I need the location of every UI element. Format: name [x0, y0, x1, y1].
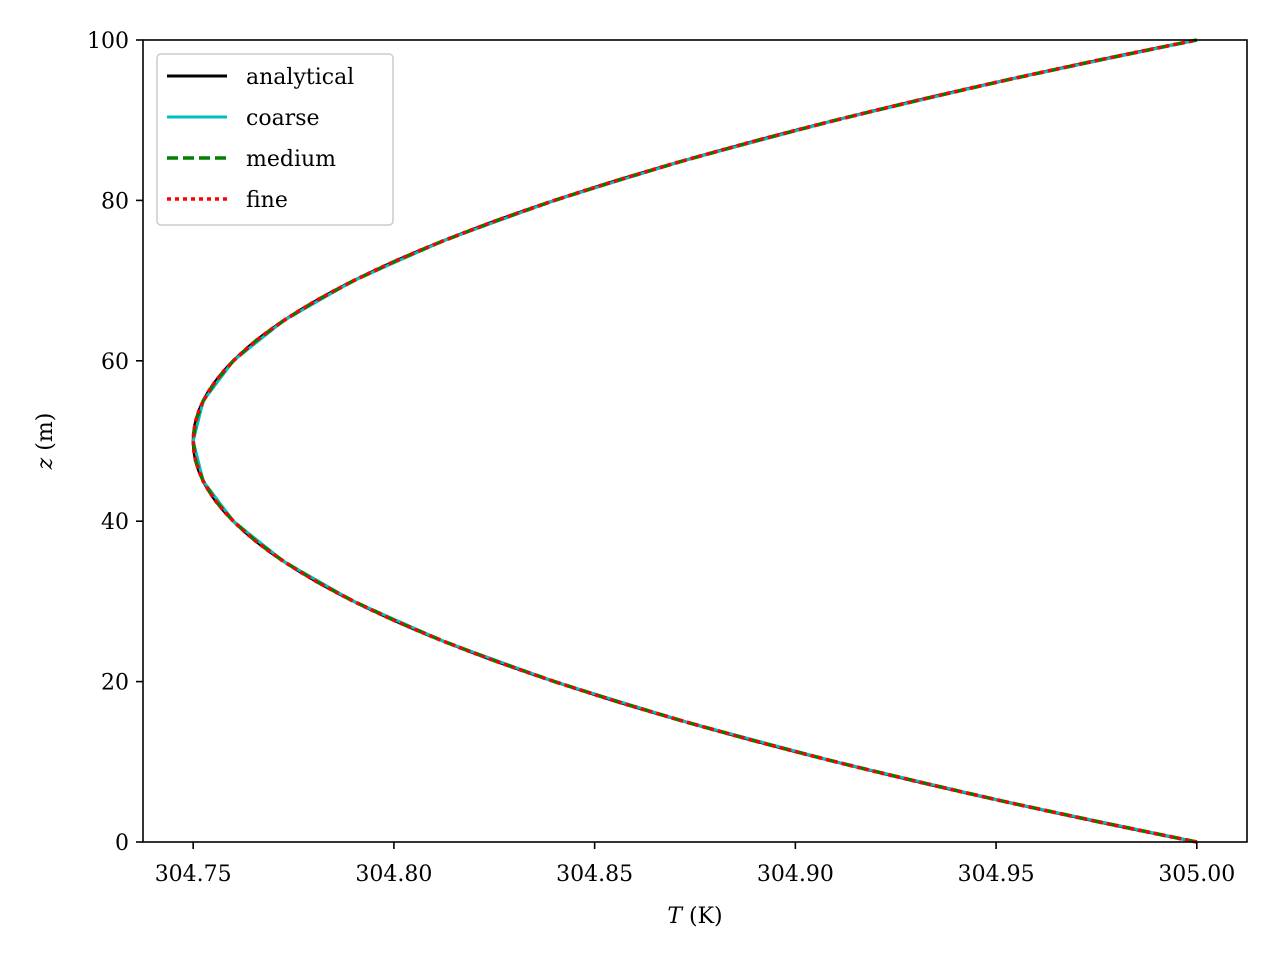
y-axis-unit: (m) [33, 413, 58, 458]
legend-label-medium: medium [246, 147, 336, 172]
legend-label-analytical: analytical [246, 65, 354, 90]
y-axis-label: z (m) [33, 413, 58, 471]
series-layer [191, 38, 1198, 844]
x-tick-label: 304.95 [958, 862, 1035, 887]
legend-label-coarse: coarse [246, 106, 320, 131]
y-tick-label: 0 [115, 831, 129, 856]
legend-box [156, 53, 394, 226]
x-axis-unit: (K) [682, 904, 723, 929]
y-tick-label: 100 [87, 29, 129, 54]
legend-items: analytical coarse medium fine [167, 65, 354, 213]
y-axis: 0 20 40 60 80 100 [87, 29, 143, 856]
x-tick-label: 304.85 [556, 862, 633, 887]
legend-label-fine: fine [246, 188, 288, 213]
y-axis-variable: z [33, 457, 58, 470]
x-axis: 304.75 304.80 304.85 304.90 304.95 305.00 [155, 842, 1235, 887]
x-axis-variable: T [667, 904, 684, 929]
x-tick-label: 304.75 [155, 862, 232, 887]
series-line-fine [191, 38, 1198, 844]
plot-frame [142, 39, 1248, 843]
y-tick-label: 80 [101, 189, 129, 214]
x-axis-label: T (K) [667, 904, 722, 929]
y-tick-label: 40 [101, 510, 129, 535]
y-tick-label: 20 [101, 671, 129, 696]
y-tick-label: 60 [101, 350, 129, 375]
x-tick-label: 305.00 [1158, 862, 1235, 887]
legend: analytical coarse medium fine [156, 53, 394, 226]
x-tick-label: 304.80 [355, 862, 432, 887]
x-tick-label: 304.90 [757, 862, 834, 887]
